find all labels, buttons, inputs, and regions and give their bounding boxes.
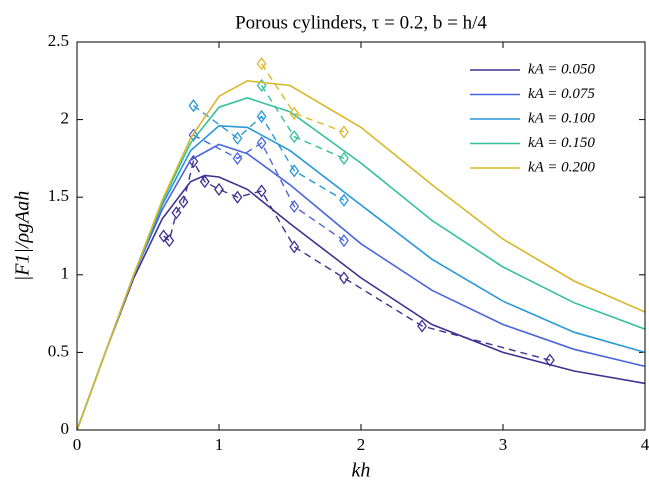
theory-line [76, 143, 646, 431]
measured-point [214, 182, 224, 197]
y-axis-label: |F1|/ρgAah [12, 191, 34, 282]
measured-point [164, 234, 175, 248]
measured-point [544, 353, 555, 367]
measured-point [188, 128, 199, 142]
measured-line [193, 134, 345, 242]
measured-point [289, 130, 300, 144]
theory-line [76, 79, 646, 431]
measured-point [289, 106, 300, 120]
legend-label: kA = 0.200 [528, 159, 595, 175]
x-tick-label: 2 [357, 435, 366, 454]
measured-point [339, 193, 349, 207]
x-tick-label: 3 [499, 435, 508, 454]
measured-point [339, 151, 349, 165]
measured-point [256, 78, 267, 93]
measured-point [256, 109, 267, 124]
measured-point [256, 57, 267, 71]
measured-point [171, 206, 182, 220]
measured-point [256, 136, 267, 150]
chart-title: Porous cylinders, τ = 0.2, b = h/4 [235, 12, 487, 33]
x-tick-label: 4 [641, 435, 649, 454]
x-axis-label: kh [352, 460, 371, 482]
measured-point [256, 184, 267, 198]
measured-point [232, 151, 243, 165]
x-tick-label: 1 [215, 435, 224, 454]
y-tick-label: 1.5 [48, 186, 69, 205]
measured-point [417, 319, 427, 333]
measured-point [289, 240, 300, 254]
measured-line [192, 105, 345, 201]
measured-point [289, 164, 300, 178]
measured-line [261, 85, 345, 160]
y-tick-label: 2.5 [48, 31, 69, 50]
measured-point [232, 190, 243, 204]
measured-point [339, 125, 349, 139]
y-tick-label: 1 [61, 264, 70, 283]
measured-point [199, 175, 210, 189]
measured-point [339, 234, 349, 248]
measured-point [188, 99, 199, 113]
legend-label: kA = 0.075 [528, 86, 595, 102]
y-tick-label: 0.5 [48, 341, 69, 360]
x-tick-label: 0 [73, 435, 82, 454]
y-tick-label: 2 [61, 109, 70, 128]
legend-label: kA = 0.100 [528, 110, 595, 126]
measured-point [289, 199, 300, 214]
measured-point [178, 195, 189, 209]
measured-point [339, 271, 349, 285]
legend-label: kA = 0.150 [528, 135, 595, 151]
y-tick-label: 0 [61, 419, 70, 438]
measured-point [158, 229, 169, 243]
measured-point [232, 131, 243, 145]
measured-line [163, 159, 551, 361]
legend-label: kA = 0.050 [528, 61, 595, 77]
plot-frame [76, 41, 646, 431]
theory-line [76, 174, 646, 431]
